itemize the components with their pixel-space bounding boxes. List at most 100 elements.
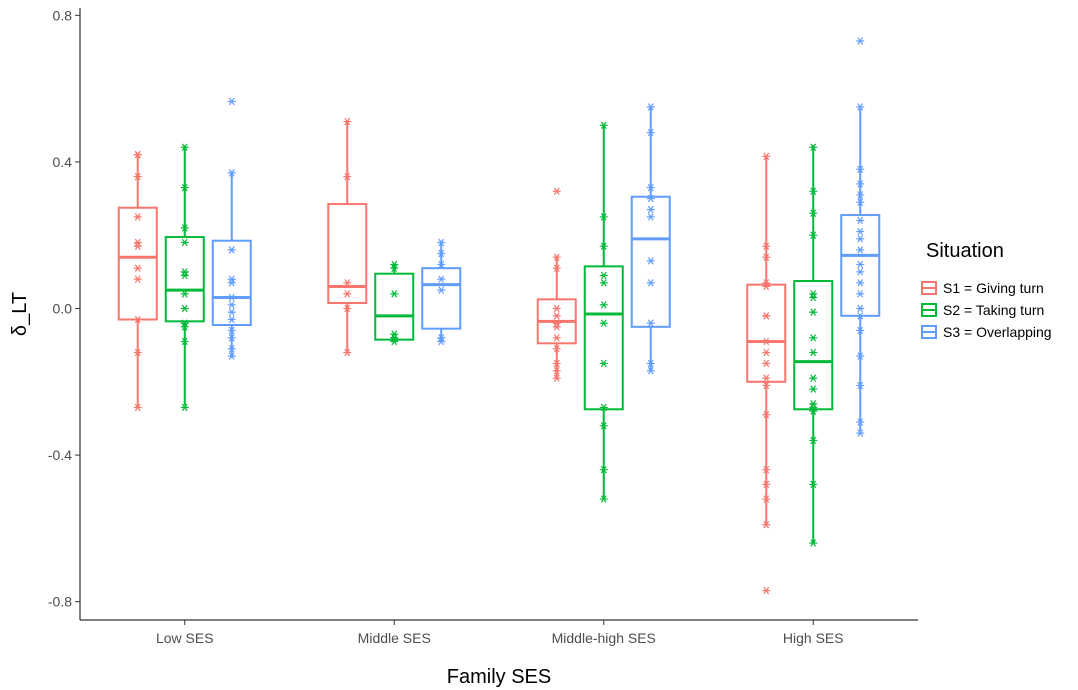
data-point (809, 293, 818, 302)
data-point (856, 418, 865, 426)
series-3 (211, 37, 881, 437)
data-point (762, 242, 771, 250)
data-point (856, 235, 865, 243)
data-point (762, 152, 771, 161)
data-point (437, 238, 446, 247)
data-point (856, 279, 865, 287)
data-point (646, 183, 655, 192)
box (630, 195, 671, 328)
data-point (646, 359, 655, 368)
y-tick-label: 0.4 (53, 154, 73, 170)
data-point (646, 257, 655, 265)
data-point (809, 209, 818, 217)
box-group (793, 143, 834, 547)
data-point (856, 103, 865, 111)
data-point (599, 279, 608, 287)
data-point (599, 403, 608, 412)
y-tick-label: 0.8 (53, 7, 73, 23)
data-point (552, 367, 561, 375)
data-point (599, 319, 608, 327)
data-point (180, 238, 189, 247)
box (421, 267, 462, 330)
data-point (809, 334, 818, 342)
data-point (227, 334, 236, 342)
data-point (762, 282, 771, 291)
x-tick-label: Middle-high SES (552, 630, 656, 646)
data-point (552, 312, 561, 320)
box-group (211, 97, 252, 360)
box-group (840, 37, 881, 437)
data-point (133, 275, 142, 283)
data-point (856, 165, 865, 173)
data-point (646, 103, 655, 111)
data-point (552, 264, 561, 272)
box-group (164, 143, 205, 412)
data-point (390, 337, 399, 346)
data-point (762, 253, 771, 261)
legend: Situation S1 = Giving turn S2 = Taking tu… (921, 240, 1052, 340)
data-point (180, 224, 189, 232)
data-point (856, 198, 865, 206)
data-point (180, 337, 189, 346)
legend-entry: S1 = Giving turn (921, 280, 1044, 296)
data-point (762, 381, 771, 390)
box-group (327, 117, 368, 357)
data-point (390, 264, 399, 272)
y-tick-label: 0.0 (53, 301, 73, 317)
data-point (856, 381, 865, 390)
data-point (552, 359, 561, 368)
data-point (343, 304, 352, 313)
data-point (227, 308, 236, 316)
plot-area (117, 37, 881, 595)
box-group (374, 260, 415, 346)
data-point (552, 345, 561, 353)
legend-key (921, 303, 937, 317)
data-point (762, 480, 771, 489)
data-point (809, 374, 818, 382)
data-point (809, 539, 818, 547)
data-point (552, 334, 561, 342)
data-point (133, 403, 142, 412)
data-point (227, 97, 236, 106)
data-point (227, 326, 236, 335)
data-point (809, 348, 818, 357)
data-point (599, 271, 608, 280)
series-1 (117, 117, 787, 595)
data-point (180, 323, 189, 331)
data-point (856, 304, 865, 313)
legend-entry: S3 = Overlapping (921, 324, 1052, 340)
data-point (856, 260, 865, 269)
data-point (343, 117, 352, 126)
data-point (227, 293, 236, 302)
x-tick-label: High SES (783, 630, 844, 646)
data-point (343, 290, 352, 298)
data-point (599, 466, 608, 474)
data-point (762, 520, 771, 529)
data-point (856, 191, 865, 199)
series-2 (164, 121, 834, 547)
data-point (343, 279, 352, 287)
data-point (343, 172, 352, 181)
data-point (809, 308, 818, 316)
data-point (646, 194, 655, 203)
box (327, 203, 368, 305)
x-axis-title: Family SES (447, 666, 551, 688)
data-point (133, 348, 142, 357)
data-point (856, 37, 865, 45)
box (583, 265, 624, 411)
data-point (856, 268, 865, 276)
data-point (856, 227, 865, 236)
data-point (856, 180, 865, 188)
box (164, 236, 205, 323)
data-point (646, 213, 655, 221)
data-point (856, 216, 865, 225)
data-point (133, 150, 142, 159)
data-point (856, 312, 865, 320)
box-group (421, 238, 462, 346)
box-group (117, 150, 158, 412)
legend-label: S1 = Giving turn (943, 280, 1044, 296)
x-tick-label: Middle SES (358, 630, 431, 646)
legend-title: Situation (926, 240, 1004, 262)
data-point (856, 290, 865, 298)
data-point (599, 121, 608, 130)
